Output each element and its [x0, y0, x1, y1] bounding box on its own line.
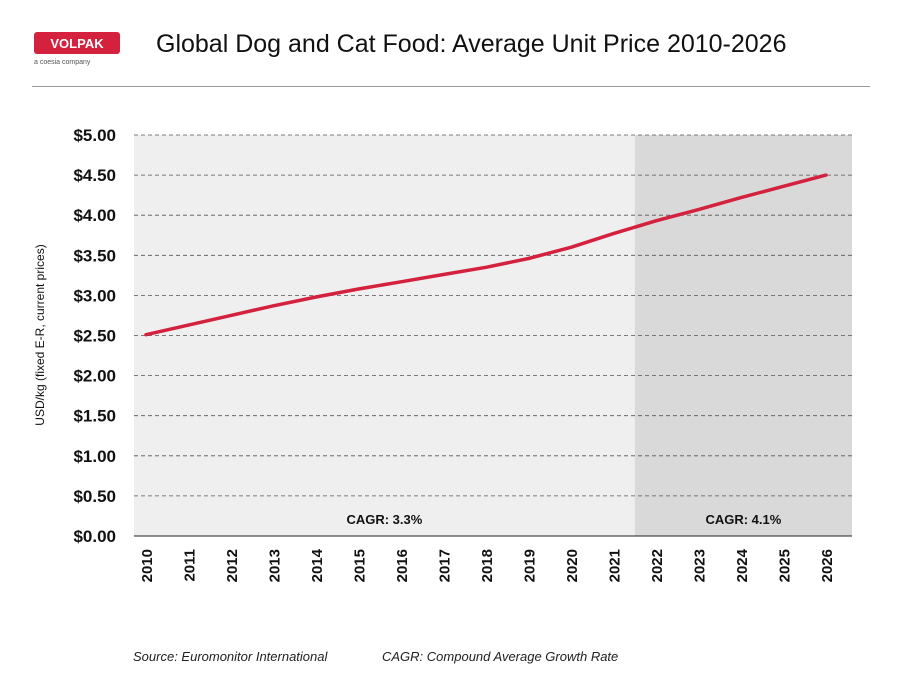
data-point	[229, 314, 233, 317]
cagr-labels: CAGR: 3.3% CAGR: 4.1%	[346, 512, 781, 527]
data-point	[484, 266, 488, 269]
line-chart: $0.00 $0.50 $1.00 $1.50 $2.00 $2.50 $3.00 $3.50…	[33, 126, 852, 582]
cagr-definition: CAGR: Compound Average Growth Rate	[382, 649, 619, 664]
x-axis-ticks: 2010 2011 2012 2013 2014 2015 2016 2017 2018 2019…	[139, 548, 836, 582]
y-tick-label: $4.00	[73, 206, 116, 225]
cagr-region-1	[134, 135, 635, 536]
data-point	[442, 273, 445, 276]
x-tick-label: 2026	[819, 549, 836, 582]
grid-lines	[134, 134, 852, 537]
y-tick-label: $0.00	[73, 527, 116, 546]
data-point	[569, 246, 573, 249]
y-tick-label: $0.50	[73, 487, 116, 506]
data-point	[357, 287, 360, 291]
x-tick-label: 2025	[777, 549, 794, 582]
x-tick-label: 2016	[394, 549, 411, 582]
y-tick-label: $3.00	[73, 286, 116, 305]
data-point	[782, 185, 785, 188]
y-tick-label: $4.50	[73, 166, 116, 185]
data-point	[824, 173, 828, 177]
x-tick-label: 2012	[224, 549, 241, 582]
data-point	[399, 280, 403, 283]
x-tick-label: 2010	[139, 549, 156, 582]
chart-title: Global Dog and Cat Food: Average Unit Pr…	[156, 30, 787, 58]
cagr-label-1: CAGR: 3.3%	[346, 512, 422, 527]
data-point	[654, 219, 658, 223]
y-tick-label: $3.50	[73, 246, 116, 265]
series-group	[144, 173, 828, 337]
x-tick-label: 2022	[649, 549, 666, 582]
y-tick-label: $1.00	[73, 447, 116, 466]
logo-badge-shape	[34, 32, 120, 54]
y-tick-label: $2.50	[73, 327, 116, 346]
x-tick-label: 2019	[522, 549, 539, 582]
y-tick-label: $5.00	[73, 126, 116, 145]
volpak-logo: VOLPAK a coesia company	[34, 32, 120, 66]
x-tick-label: 2020	[564, 549, 581, 582]
y-tick-label: $2.00	[73, 367, 116, 386]
cagr-label-2: CAGR: 4.1%	[705, 512, 781, 527]
header-divider	[32, 86, 870, 87]
x-tick-label: 2023	[692, 549, 709, 582]
source-note: Source: Euromonitor International	[133, 649, 328, 664]
data-point	[739, 196, 743, 199]
x-tick-label: 2013	[267, 549, 284, 582]
x-tick-label: 2011	[182, 549, 199, 582]
data-point	[144, 333, 148, 336]
y-tick-label: $1.50	[73, 407, 116, 426]
x-tick-label: 2015	[352, 549, 369, 582]
data-point	[697, 208, 700, 211]
data-point	[612, 232, 615, 235]
logo-text: VOLPAK	[50, 36, 104, 51]
x-tick-label: 2014	[309, 548, 326, 582]
data-point	[527, 257, 530, 260]
x-tick-label: 2021	[607, 549, 624, 582]
logo-tagline: a coesia company	[34, 59, 91, 66]
y-axis-ticks: $0.00 $0.50 $1.00 $1.50 $2.00 $2.50 $3.00 $3.50…	[73, 126, 116, 546]
data-point	[314, 295, 318, 299]
y-axis-label: USD/kg (fixed E-R, current prices)	[33, 244, 47, 425]
x-tick-label: 2024	[734, 548, 751, 582]
x-tick-label: 2017	[437, 549, 454, 582]
logo-badge	[34, 32, 120, 54]
data-point	[272, 304, 275, 308]
x-tick-label: 2018	[479, 549, 496, 582]
data-point	[187, 323, 190, 327]
